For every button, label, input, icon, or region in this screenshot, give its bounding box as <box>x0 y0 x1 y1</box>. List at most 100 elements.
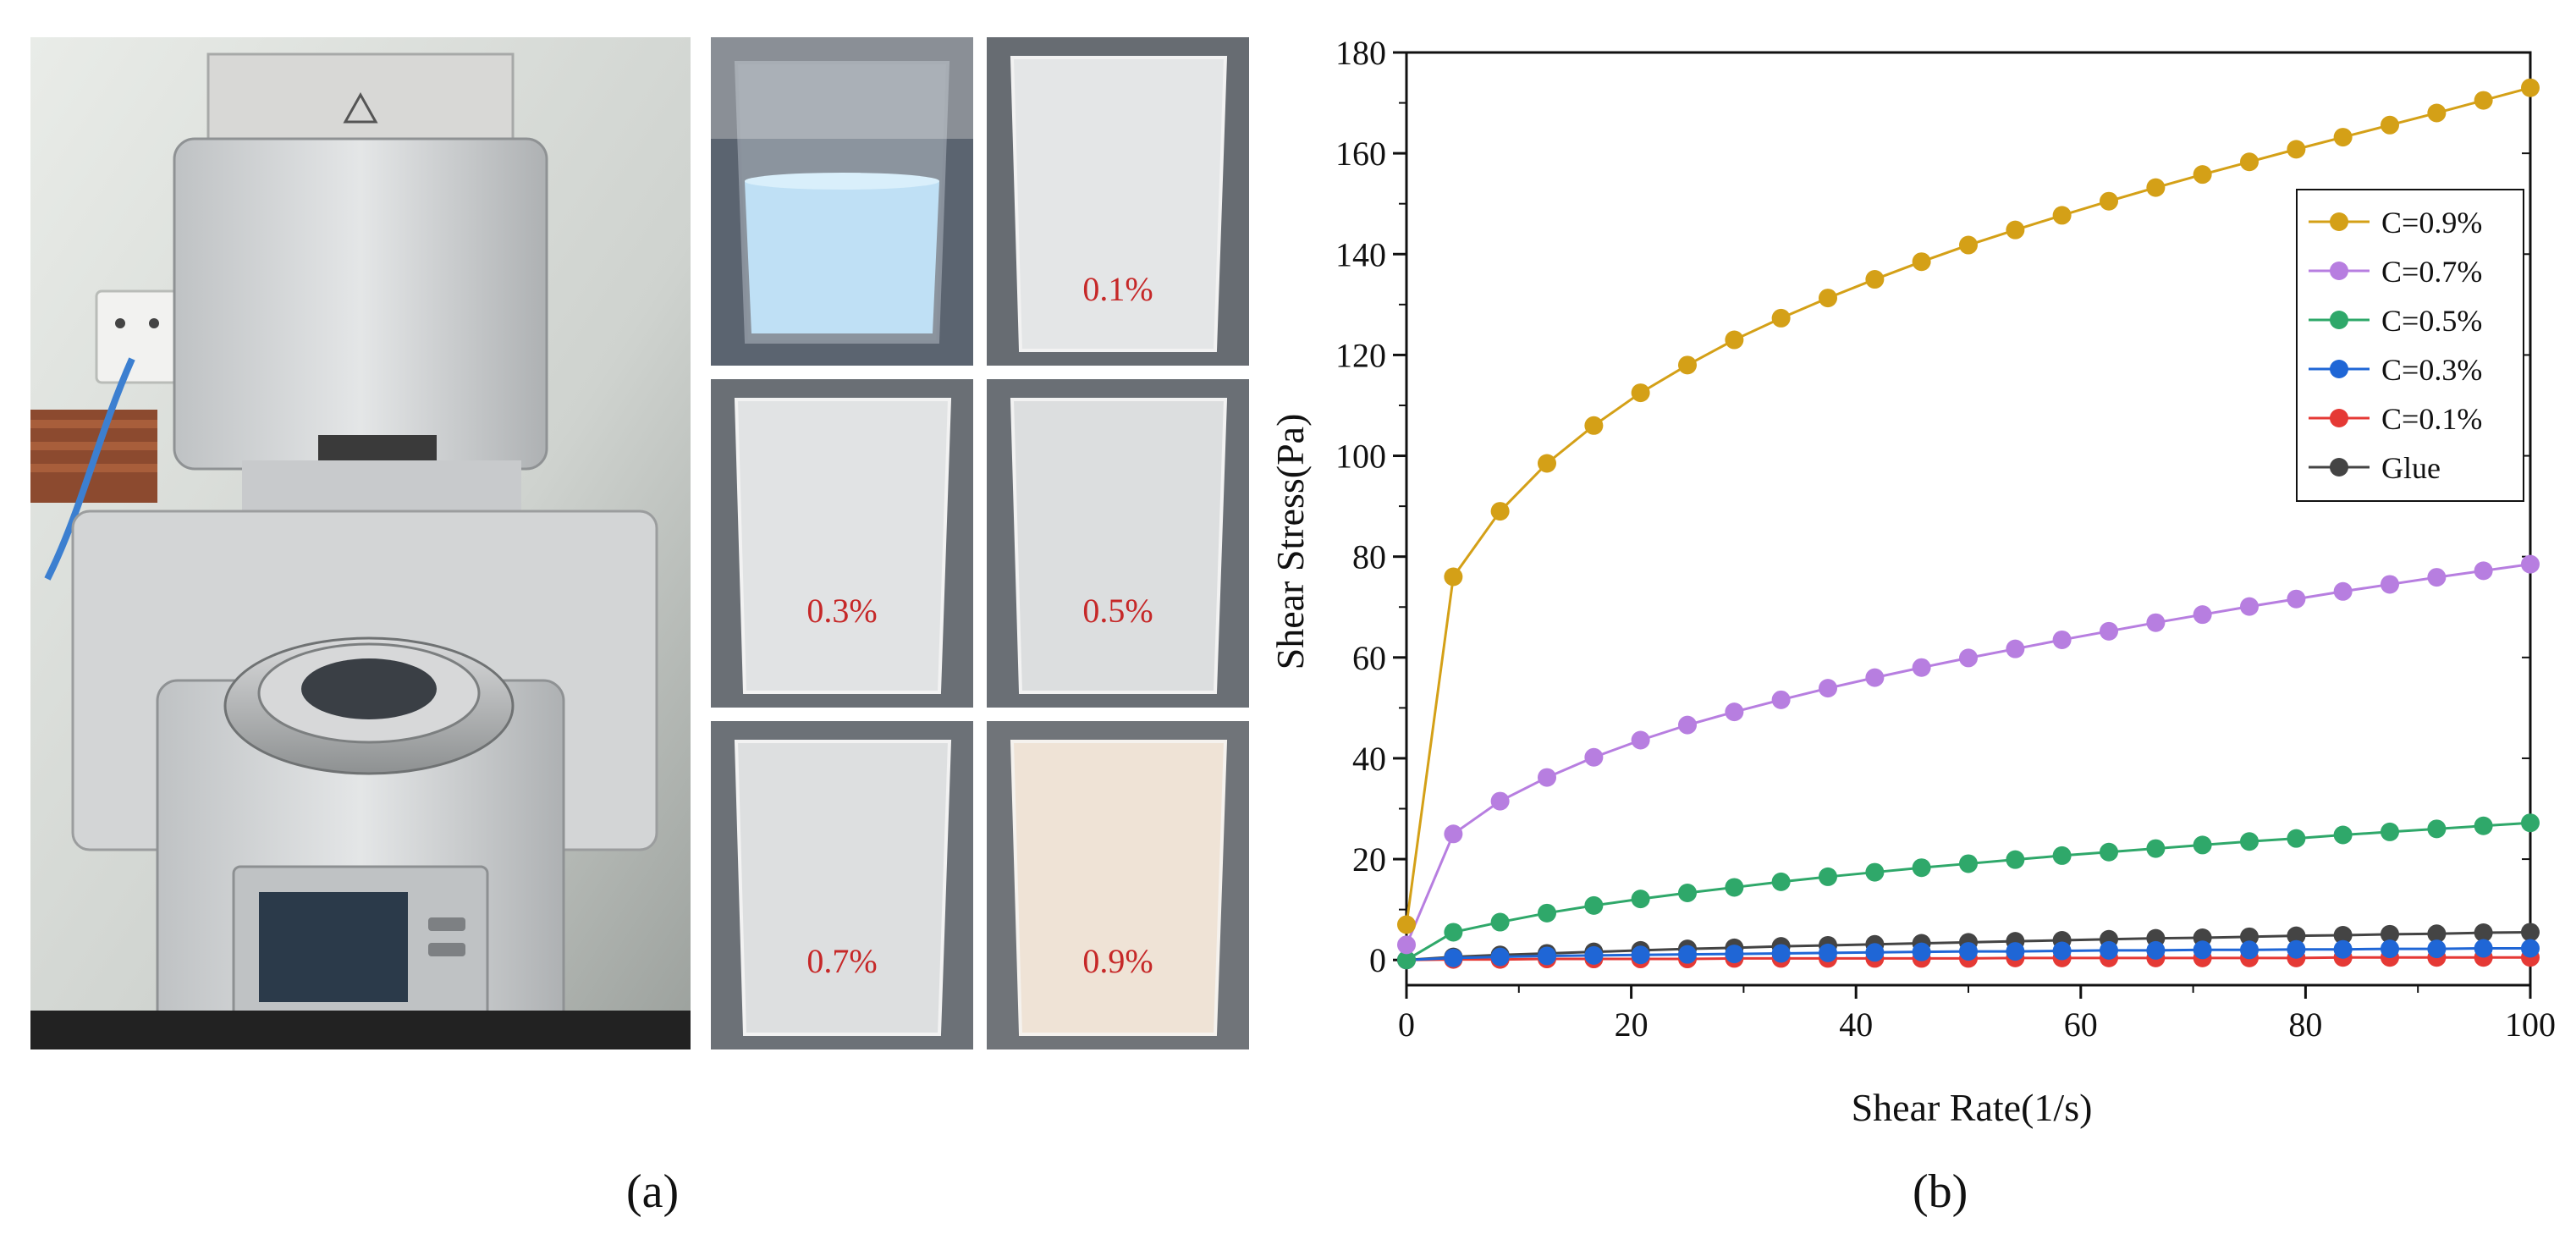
beaker-label: 0.7% <box>806 942 878 980</box>
data-point <box>1538 454 1556 473</box>
beaker-label: 0.3% <box>806 592 878 630</box>
caption-a: (a) <box>626 1165 680 1218</box>
data-point <box>1444 567 1463 587</box>
data-point <box>1490 502 1510 521</box>
data-point <box>2240 832 2259 851</box>
data-point <box>2006 220 2025 240</box>
data-point <box>2474 816 2493 835</box>
data-point <box>1538 946 1556 966</box>
legend-marker <box>2330 262 2348 280</box>
y-tick-label: 160 <box>1335 135 1386 173</box>
data-point <box>2287 926 2306 945</box>
data-point <box>2381 575 2399 594</box>
data-point <box>1725 878 1744 897</box>
data-point <box>1444 948 1463 967</box>
data-point <box>1865 943 1885 962</box>
data-point <box>2287 829 2306 848</box>
data-point <box>1538 903 1556 923</box>
data-point <box>2521 78 2540 97</box>
data-point <box>1725 330 1744 350</box>
legend-marker <box>2330 311 2348 329</box>
data-point <box>2240 927 2259 946</box>
data-point <box>2474 923 2493 943</box>
data-point <box>1959 854 1978 873</box>
caption-b: (b) <box>1913 1165 1968 1218</box>
data-point <box>1725 702 1744 722</box>
data-point <box>2333 939 2353 959</box>
data-point <box>2333 825 2353 845</box>
shear-stress-chart: 0 20 40 60 80 100 0 20 40 60 80 100 120 140 160 180 C=0… <box>1269 34 2556 1129</box>
data-point <box>2240 152 2259 172</box>
data-point <box>1631 730 1650 750</box>
data-point <box>1865 862 1885 882</box>
photo-panel-a: 0.1% 0.3% 0.5% 0.7% <box>30 37 1249 1049</box>
y-tick-label: 0 <box>1369 941 1386 979</box>
data-point <box>1584 895 1604 915</box>
data-point <box>2006 850 2025 869</box>
series-group <box>1397 78 2540 970</box>
data-point <box>2474 561 2493 581</box>
data-point <box>2052 941 2072 961</box>
legend: C=0.9% C=0.7% C=0.5% C=0.3% C=0.1% Glue <box>2296 189 2524 502</box>
data-point <box>2240 597 2259 616</box>
data-point <box>1912 252 1931 272</box>
legend-marker <box>2330 360 2348 378</box>
y-tick-label: 80 <box>1352 538 1386 576</box>
y-tick-label: 20 <box>1352 840 1386 879</box>
data-point <box>2146 613 2166 632</box>
data-point <box>2193 165 2212 185</box>
data-point <box>2474 939 2493 958</box>
data-point <box>2193 940 2212 960</box>
data-point <box>2427 103 2447 123</box>
data-point <box>1397 915 1416 934</box>
data-point <box>2193 605 2212 625</box>
beaker-0-3: 0.3% <box>711 379 973 708</box>
x-tick-label: 100 <box>2505 1005 2556 1044</box>
data-point <box>2146 178 2166 197</box>
legend-marker <box>2330 458 2348 477</box>
x-tick-label: 0 <box>1398 1005 1415 1044</box>
data-point <box>2287 589 2306 609</box>
data-point <box>2474 91 2493 110</box>
chart-panel-b: 0 20 40 60 80 100 0 20 40 60 80 100 120 140 160 180 C=0… <box>1244 17 2576 1202</box>
data-point <box>1631 383 1650 403</box>
y-tick-label: 120 <box>1335 336 1386 374</box>
data-point <box>2427 939 2447 959</box>
data-point <box>1397 950 1416 970</box>
beaker-label: 0.9% <box>1082 942 1153 980</box>
data-point <box>2287 140 2306 159</box>
data-point <box>1725 945 1744 964</box>
data-point <box>2381 115 2399 135</box>
x-tick-label: 20 <box>1615 1005 1649 1044</box>
data-point <box>2052 846 2072 865</box>
data-point <box>2381 822 2399 841</box>
y-tick-label: 140 <box>1335 235 1386 273</box>
beaker-label: 0.1% <box>1082 270 1153 308</box>
data-point <box>2006 639 2025 658</box>
data-point <box>2381 924 2399 944</box>
series-c-0-5- <box>1397 813 2540 970</box>
x-axis-label: Shear Rate(1/s) <box>1852 1086 2093 1129</box>
data-point <box>1631 890 1650 909</box>
data-point <box>1819 289 1837 308</box>
data-point <box>1771 690 1791 709</box>
data-point <box>2521 923 2540 942</box>
series-c-0-9- <box>1397 78 2540 934</box>
data-point <box>1959 235 1978 255</box>
data-point <box>2287 939 2306 959</box>
legend-label: Glue <box>2381 451 2441 485</box>
data-point <box>1912 942 1931 961</box>
data-point <box>2521 939 2540 958</box>
data-point <box>2193 835 2212 855</box>
beaker-0-1: 0.1% <box>987 37 1249 366</box>
beaker-0-5: 0.5% <box>987 379 1249 708</box>
data-point <box>2521 554 2540 574</box>
beaker-grid: 0.1% 0.3% 0.5% 0.7% <box>711 37 1249 1049</box>
data-point <box>1959 942 1978 961</box>
beaker-0-9: 0.9% <box>987 721 1249 1049</box>
legend-box <box>2296 189 2524 502</box>
data-point <box>1584 945 1604 965</box>
y-tick-label: 180 <box>1335 34 1386 72</box>
data-point <box>2100 621 2118 641</box>
x-tick-label: 80 <box>2288 1005 2322 1044</box>
